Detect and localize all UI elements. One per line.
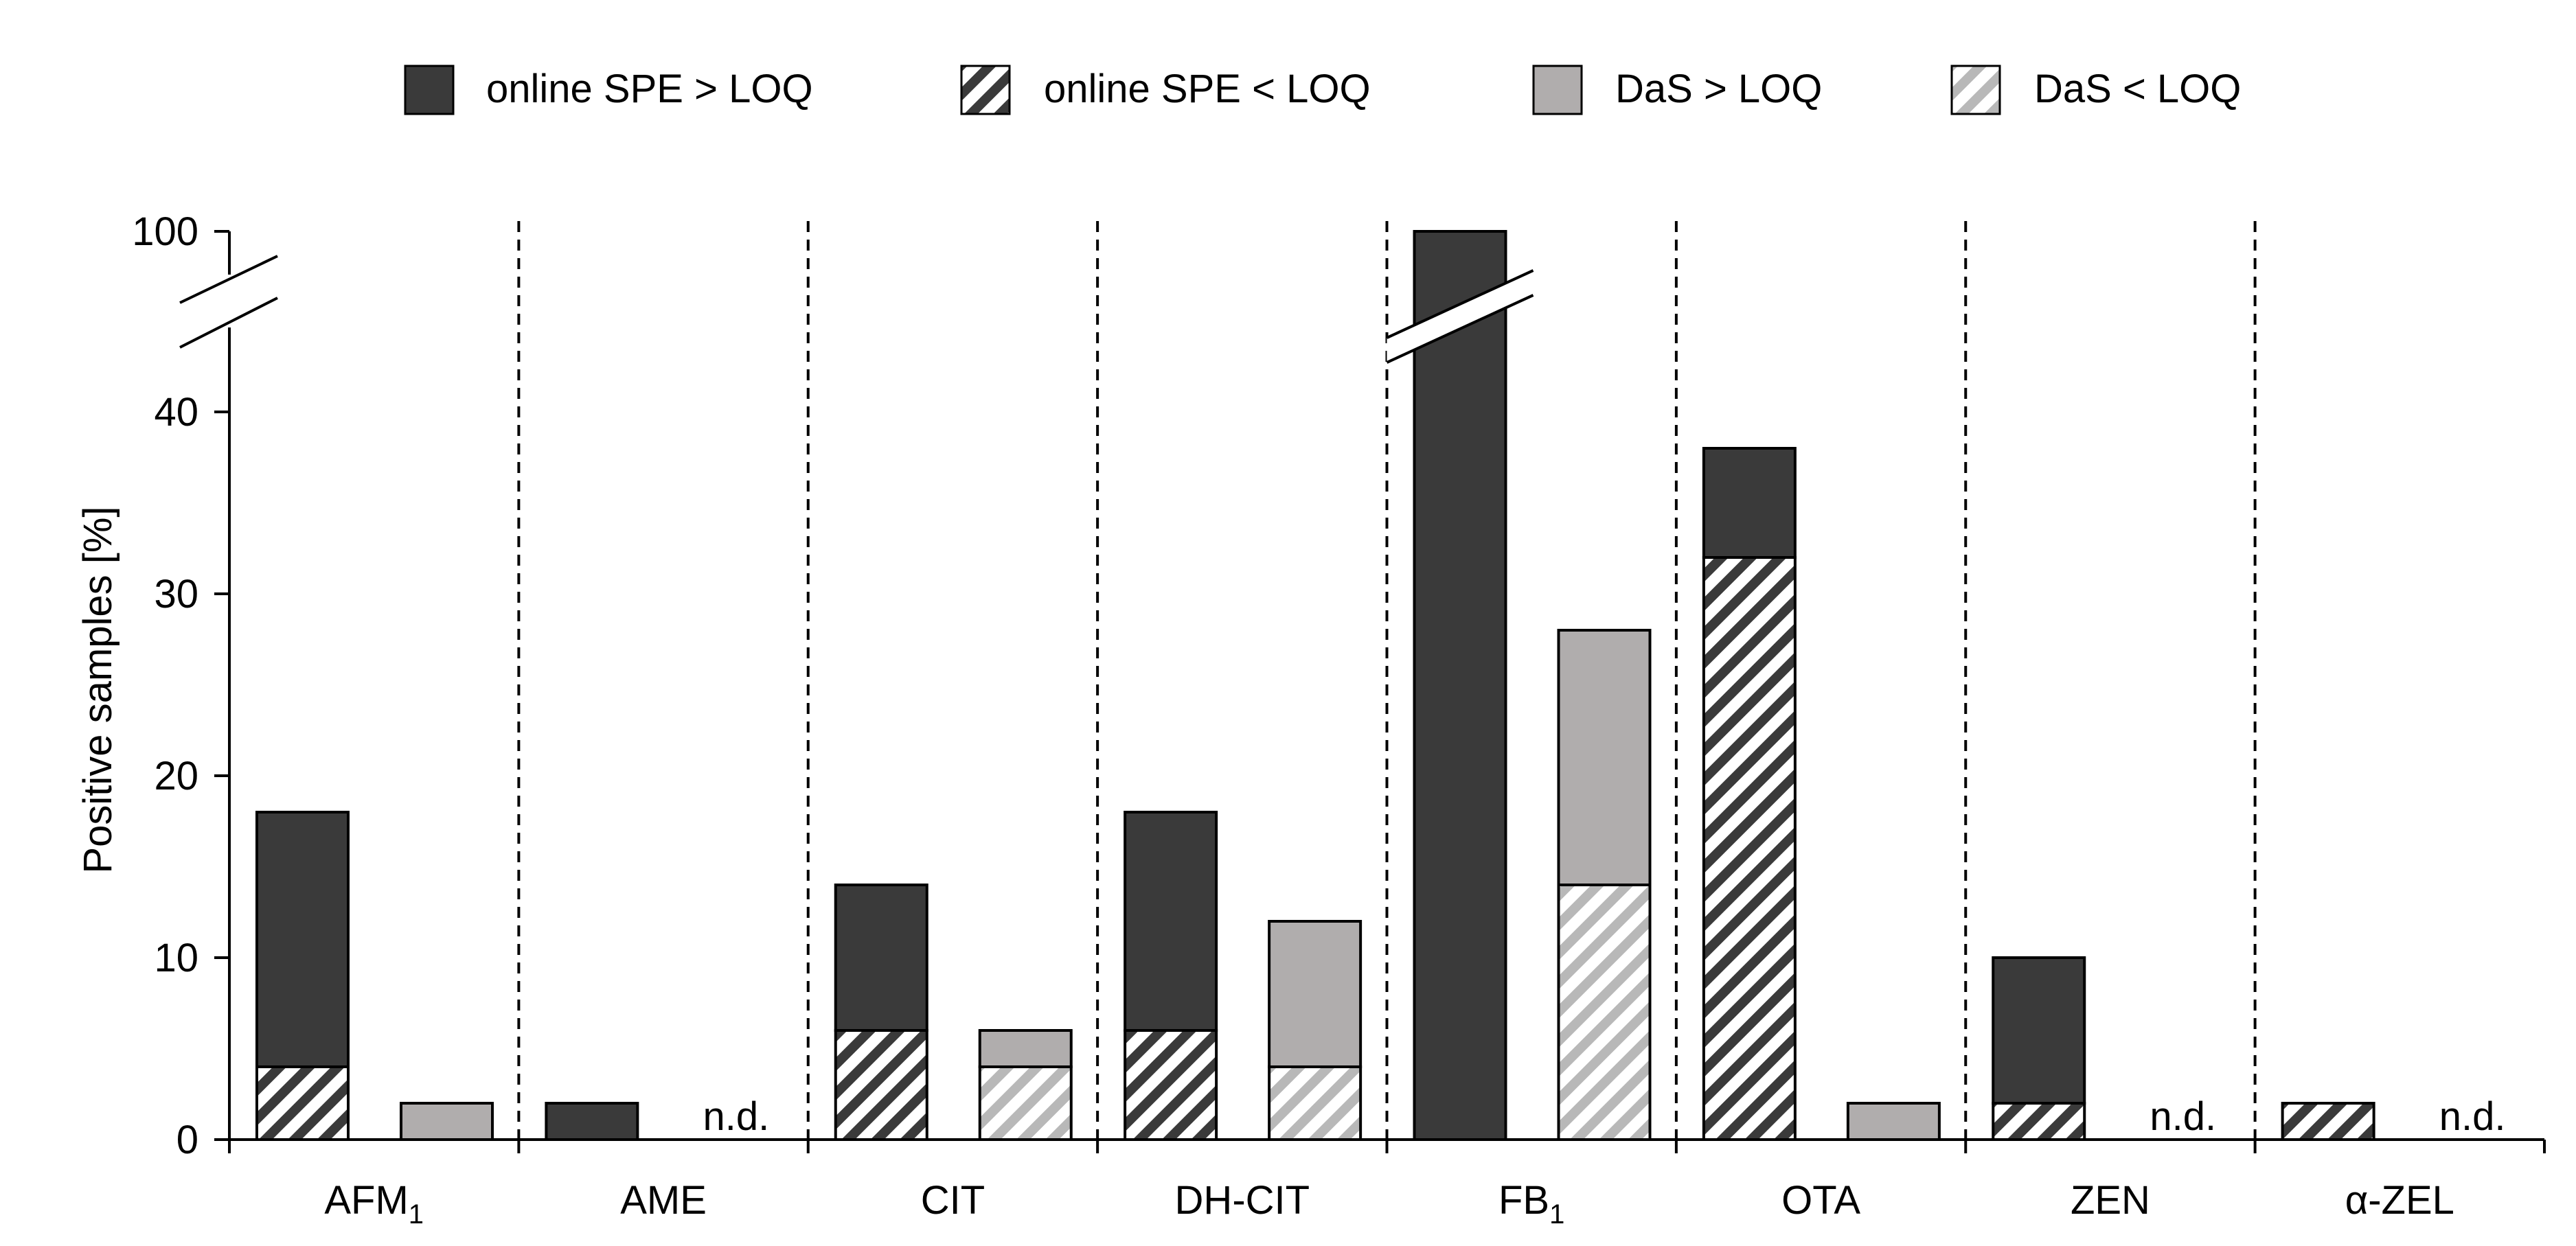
legend-item-das-below: DaS < LOQ (1950, 65, 2241, 115)
legend: online SPE > LOQ online SPE < LOQ DaS > … (404, 65, 2241, 115)
bar-cit-spe-below-loq (834, 1029, 928, 1141)
legend-item-spe-below: online SPE < LOQ (960, 65, 1371, 115)
y-axis-title: Positive samples [%] (76, 506, 120, 873)
bar-ame-spe-above-loq (545, 1102, 639, 1141)
x-tick-label-subscript: 1 (1549, 1199, 1564, 1230)
y-axis-break-mask (176, 269, 280, 343)
legend-label-das-below: DaS < LOQ (2034, 67, 2241, 111)
y-axis-break-mark-lower (179, 297, 278, 349)
x-tick-label-dhcit: DH-CIT (1175, 1178, 1310, 1223)
x-tick-label-cit: CIT (921, 1178, 985, 1223)
bar-zen-spe-above-loq (1992, 956, 2086, 1105)
y-tick-label: 10 (154, 936, 198, 980)
bar-cit-das-above-loq (978, 1029, 1073, 1068)
bar-afm1-spe-above-loq (255, 811, 350, 1068)
x-tick-label-afm1: AFM1 (324, 1178, 424, 1230)
bar-afm1-das-above-loq (400, 1102, 494, 1141)
y-ticks: 0 10 20 30 40 100 (132, 209, 229, 1162)
x-tick-label-text: ZEN (2071, 1178, 2150, 1223)
bar-ota-spe-below-loq (1702, 556, 1797, 1141)
y-tick-label: 30 (154, 572, 198, 616)
bars: n.d. n.d. n.d. (255, 230, 2506, 1141)
bar-fb1-das-above-loq (1557, 629, 1652, 886)
bar-afm1-spe-below-loq (255, 1065, 350, 1141)
x-tick-label-zen: ZEN (2071, 1178, 2150, 1223)
legend-label-das-above: DaS > LOQ (1615, 67, 1822, 111)
x-tick-label-text: DH-CIT (1175, 1178, 1310, 1223)
x-tick-label-text: FB (1498, 1178, 1549, 1223)
bar-azel-spe-below-loq (2281, 1102, 2375, 1141)
legend-swatch-spe-below (960, 65, 1011, 115)
bar-zen-spe-below-loq (1992, 1102, 2086, 1141)
bar-fb1-das-below-loq (1557, 884, 1652, 1141)
x-tick-label-ame: AME (620, 1178, 707, 1223)
y-tick-label: 100 (132, 209, 198, 254)
x-tick-label-text: CIT (921, 1178, 985, 1223)
legend-swatch-das-above (1532, 65, 1583, 115)
y-tick-label: 0 (176, 1118, 198, 1162)
legend-label-spe-below: online SPE < LOQ (1044, 67, 1371, 111)
x-tick-label-ota: OTA (1781, 1178, 1860, 1223)
y-tick-label: 20 (154, 754, 198, 798)
x-tick-label-subscript: 1 (409, 1199, 424, 1230)
legend-item-spe-above: online SPE > LOQ (404, 65, 813, 115)
legend-swatch-das-below (1950, 65, 2001, 115)
x-tick-label-text: OTA (1781, 1178, 1860, 1223)
bar-ota-spe-above-loq (1702, 447, 1797, 559)
bar-dhcit-das-above-loq (1268, 920, 1363, 1068)
x-tick-label-text: AME (620, 1178, 707, 1223)
legend-label-spe-above: online SPE > LOQ (486, 67, 813, 111)
y-axis-break-mark-upper (179, 255, 278, 304)
x-tick-label-text: α-ZEL (2345, 1178, 2454, 1223)
bar-break-gap (1387, 270, 1534, 362)
x-tick-label-fb1: FB1 (1498, 1178, 1564, 1230)
bar-cit-das-below-loq (978, 1065, 1073, 1141)
legend-swatch-spe-above (404, 65, 455, 115)
nd-label-zen: n.d. (2150, 1094, 2216, 1139)
bar-dhcit-spe-above-loq (1124, 811, 1218, 1032)
y-tick-label: 40 (154, 390, 198, 435)
x-tick-label-azel: α-ZEL (2345, 1178, 2454, 1223)
x-tick-label-text: AFM (324, 1178, 408, 1223)
bar-fb1-spe-above-loq (1413, 230, 1507, 1141)
bar-break-mark (1386, 269, 1534, 364)
nd-label-ame: n.d. (703, 1094, 770, 1139)
bar-dhcit-das-below-loq (1268, 1065, 1363, 1141)
bar-break-line-lower (1386, 294, 1534, 364)
category-dividers (228, 221, 2546, 1153)
bar-dhcit-spe-below-loq (1124, 1029, 1218, 1141)
nd-label-azel: n.d. (2439, 1094, 2506, 1139)
bar-ota-das-above-loq (1846, 1102, 1941, 1141)
legend-item-das-above: DaS > LOQ (1532, 65, 1822, 115)
bar-cit-spe-above-loq (834, 884, 928, 1032)
bar-break-line-upper (1386, 269, 1534, 339)
x-tick-labels: AFM1 AME CIT DH-CIT FB1 OTA ZEN α-ZEL (324, 1178, 2454, 1230)
